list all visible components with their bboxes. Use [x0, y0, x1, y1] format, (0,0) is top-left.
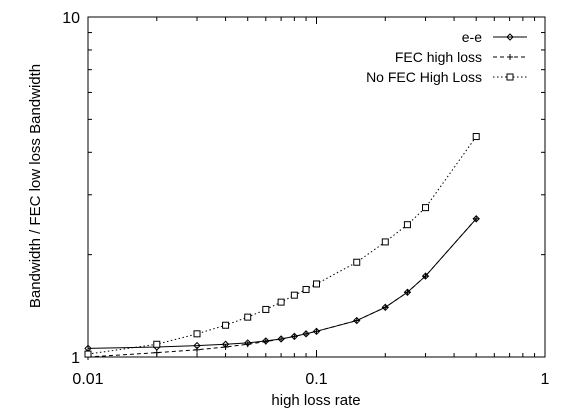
data-point [84, 350, 92, 358]
plot-border [87, 16, 546, 358]
legend-marker [507, 54, 513, 60]
x-tick-label: 0.1 [305, 371, 327, 388]
legend-label: e-e [462, 29, 482, 45]
x-tick-label: 1 [541, 371, 550, 388]
data-point [277, 298, 285, 306]
data-point [472, 133, 480, 141]
series-line [87, 218, 477, 349]
data-point [194, 346, 201, 353]
data-point [353, 316, 361, 325]
data-point [403, 221, 411, 229]
data-point [222, 321, 230, 329]
data-point [381, 238, 389, 246]
legend-marker [506, 33, 514, 41]
data-point [422, 204, 430, 212]
legend-label: FEC high loss [395, 49, 482, 65]
y-tick-label: 1 [71, 350, 80, 367]
data-point [312, 327, 321, 336]
legend: e-e FEC high loss No FEC High Loss [366, 29, 527, 85]
data-point [153, 340, 161, 348]
data-point [353, 258, 361, 266]
data-point [193, 330, 201, 338]
data-point [302, 285, 310, 293]
y-axis-title: Bandwidth / FEC low loss Bandwidth [27, 64, 44, 308]
series-0 [84, 215, 480, 353]
data-point [421, 272, 430, 280]
legend-marker [506, 73, 514, 81]
data-point [193, 341, 201, 350]
plot-frame [87, 16, 546, 358]
data-point [244, 339, 252, 347]
x-tick-label: 0.01 [72, 371, 103, 388]
axis-ticks: 0.01 0.1 1 1 10 [62, 10, 549, 388]
series-line [87, 136, 477, 355]
data-point [262, 337, 270, 345]
series-layer [84, 133, 480, 360]
data-point [313, 280, 320, 288]
data-point [244, 313, 252, 321]
data-point [221, 340, 230, 348]
data-point [262, 305, 270, 313]
data-point [472, 215, 480, 223]
data-point [277, 335, 285, 343]
data-point [473, 215, 480, 222]
data-point [302, 330, 310, 338]
x-axis-title: high loss rate [271, 392, 360, 409]
y-tick-label: 10 [62, 10, 80, 27]
data-point [403, 288, 412, 296]
data-point [290, 332, 299, 341]
data-point [290, 291, 298, 299]
series-2 [84, 133, 480, 358]
data-point [381, 303, 389, 312]
legend-label: No FEC High Loss [366, 69, 482, 85]
